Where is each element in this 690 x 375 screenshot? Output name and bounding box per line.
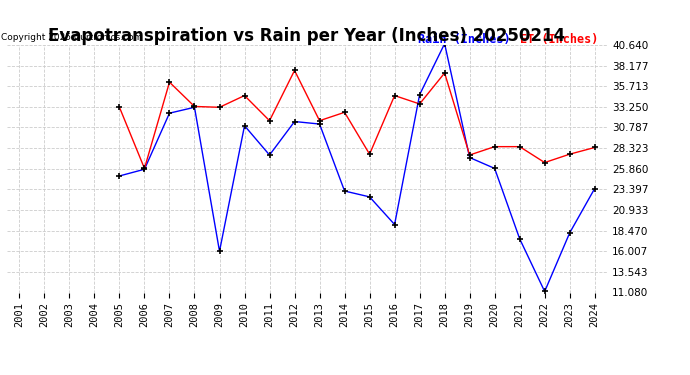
Text: ET (Inches): ET (Inches) — [520, 33, 598, 46]
Text: Rain (Inches): Rain (Inches) — [418, 33, 511, 46]
Title: Evapotranspiration vs Rain per Year (Inches) 20250214: Evapotranspiration vs Rain per Year (Inc… — [48, 27, 566, 45]
Text: Copyright 2025 Curtronics.com: Copyright 2025 Curtronics.com — [1, 33, 142, 42]
